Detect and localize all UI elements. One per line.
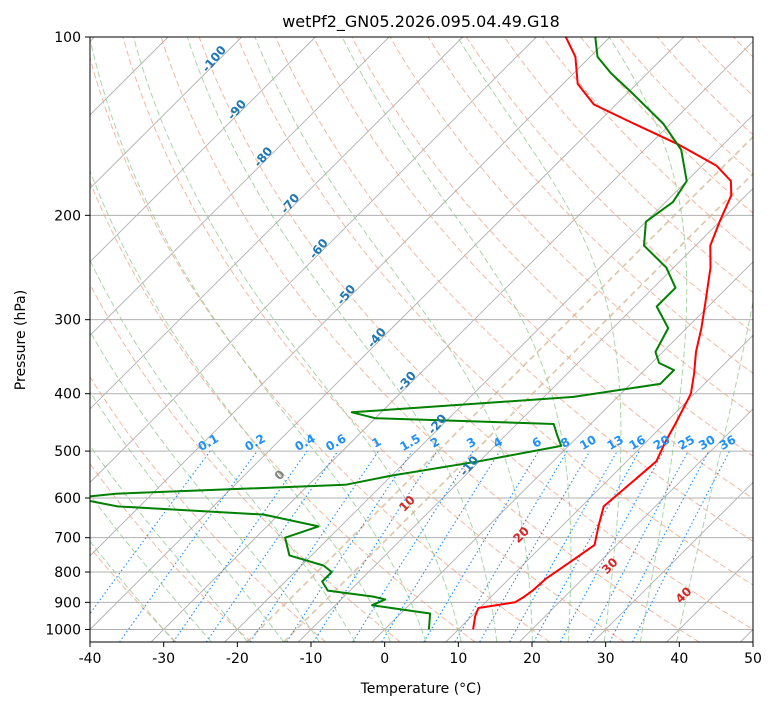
temperature-profile [472, 37, 733, 630]
chart-title: wetPf2_GN05.2026.095.04.49.G18 [282, 12, 560, 32]
dry-adiabat [90, 283, 401, 642]
mixing-ratio-line [90, 450, 211, 615]
y-tick-label: 500 [54, 444, 81, 460]
mixing-ratio-line [381, 450, 501, 642]
x-tick-label: 30 [597, 651, 615, 667]
dry-adiabat [772, 37, 775, 642]
moist-adiabat [90, 494, 212, 642]
x-tick-label: 50 [744, 651, 762, 667]
dry-adiabat [90, 462, 252, 642]
mixing-ratio-line [533, 450, 640, 642]
dry-adiabat [389, 37, 753, 416]
moist-adiabat [133, 37, 462, 642]
y-tick-label: 1000 [45, 622, 81, 638]
isotherm-line [224, 114, 753, 642]
dendritic-boundary [283, 172, 753, 642]
dry-adiabat [427, 37, 753, 374]
moist-adiabat [90, 37, 427, 642]
isotherm-line [90, 37, 537, 484]
mixing-ratio-line [172, 450, 308, 642]
dry-adiabat [275, 37, 753, 542]
isotherm-line [90, 37, 464, 410]
mixing-ratio-line [352, 450, 474, 642]
mixing-ratio-line [559, 450, 665, 642]
isotherm-line [150, 40, 753, 642]
mixing-ratio-line [249, 450, 379, 642]
x-tick-label: 0 [380, 651, 389, 667]
y-axis: 100 200 300 400 500 600 700 800 900 1000 [45, 30, 90, 638]
x-tick-label: 10 [449, 651, 467, 667]
dry-adiabat [90, 546, 177, 642]
x-tick-label: -30 [152, 651, 175, 667]
dry-adiabat [90, 375, 326, 642]
x-axis: -40 -30 -20 -10 0 10 20 30 40 50 [79, 642, 762, 667]
isotherm-line [90, 37, 611, 557]
dendritic-boundary [246, 135, 753, 642]
x-tick-label: -40 [79, 651, 102, 667]
isotherm-line [519, 408, 753, 642]
y-tick-label: 200 [54, 208, 81, 224]
mixing-ratio-line [509, 450, 618, 642]
moist-adiabat [90, 390, 285, 642]
mixing-ratio-line [632, 450, 731, 642]
isotherm-line [445, 334, 753, 642]
background-lines [90, 37, 775, 642]
dry-adiabat [236, 37, 753, 586]
moist-adiabat [90, 540, 176, 642]
mixing-ratio-line [205, 450, 339, 642]
isotherm-line [90, 37, 685, 631]
y-tick-label: 100 [54, 30, 81, 46]
x-tick-label: 40 [670, 651, 688, 667]
isotherm-line [592, 481, 753, 642]
y-axis-label: Pressure (hPa) [13, 290, 29, 390]
moist-adiabat [608, 37, 688, 642]
plot-frame [89, 36, 754, 643]
isotherm-line [90, 37, 390, 337]
dry-adiabat [503, 37, 753, 294]
y-tick-label: 700 [54, 531, 81, 547]
y-tick-label: 400 [54, 387, 81, 403]
x-tick-label: 20 [523, 651, 541, 667]
moist-adiabat [254, 37, 533, 642]
y-tick-label: 800 [54, 565, 81, 581]
mixing-ratio-line [119, 450, 258, 642]
x-tick-label: -10 [300, 651, 323, 667]
dewpoint-profile [90, 37, 688, 630]
dry-adiabat [313, 37, 753, 499]
plot-background [90, 37, 753, 642]
isotherm-line [90, 37, 316, 263]
mixing-ratio-line [286, 450, 413, 642]
isotherm-line [371, 261, 753, 642]
mixing-ratio-line [313, 450, 438, 642]
moist-adiabat [90, 259, 356, 642]
dry-adiabat [198, 37, 753, 630]
x-tick-label: -20 [226, 651, 249, 667]
dry-adiabat [160, 37, 700, 642]
y-tick-label: 600 [54, 491, 81, 507]
profile-lines [90, 37, 733, 630]
isotherm-line [90, 37, 243, 190]
dry-adiabat [90, 55, 550, 642]
dry-adiabat [122, 37, 625, 642]
moist-adiabat [90, 444, 248, 642]
y-tick-label: 300 [54, 313, 81, 329]
moist-adiabat [186, 37, 498, 642]
moist-adiabat [341, 37, 572, 642]
x-axis-label: Temperature (°C) [360, 681, 482, 697]
y-tick-label: 900 [54, 595, 81, 611]
